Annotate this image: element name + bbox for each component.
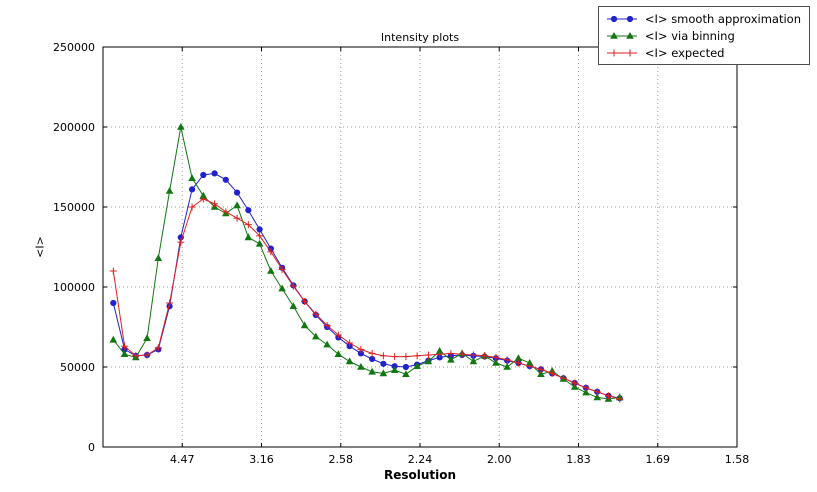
legend-label: <I> smooth approximation bbox=[644, 11, 801, 26]
x-tick-label: 1.58 bbox=[725, 453, 750, 466]
y-tick-label: 150000 bbox=[53, 201, 95, 214]
x-axis-label: Resolution bbox=[383, 468, 457, 482]
y-tick-label: 200000 bbox=[53, 121, 95, 134]
grid bbox=[103, 46, 738, 448]
x-tick-label: 1.83 bbox=[566, 453, 591, 466]
legend-item: <I> expected bbox=[605, 44, 801, 61]
legend-label: <I> via binning bbox=[644, 28, 735, 43]
x-tick-label: 3.16 bbox=[249, 453, 274, 466]
series-1 bbox=[109, 123, 624, 402]
y-tick-label: 0 bbox=[88, 441, 95, 454]
legend-label: <I> expected bbox=[644, 45, 725, 60]
legend-item: <I> smooth approximation bbox=[605, 10, 801, 27]
legend: <I> smooth approximation <I> via binning… bbox=[597, 6, 810, 65]
y-axis-label: <I> bbox=[33, 236, 47, 258]
y-tick-label: 50000 bbox=[60, 361, 95, 374]
y-tick-label: 250000 bbox=[53, 41, 95, 54]
legend-marker-expected bbox=[606, 49, 637, 56]
x-tick-label: 2.58 bbox=[329, 453, 354, 466]
legend-marker-smooth-approximation bbox=[606, 15, 637, 22]
x-tick-label: 1.69 bbox=[646, 453, 671, 466]
tick-marks bbox=[103, 46, 738, 448]
x-tick-label: 2.00 bbox=[487, 453, 512, 466]
x-tick-label: 4.47 bbox=[170, 453, 195, 466]
x-tick-label: 2.24 bbox=[408, 453, 433, 466]
legend-marker-via-binning bbox=[606, 31, 637, 39]
chart-title: Intensity plots bbox=[380, 31, 460, 44]
y-tick-label: 100000 bbox=[53, 281, 95, 294]
legend-item: <I> via binning bbox=[605, 27, 801, 44]
series-2 bbox=[109, 195, 624, 403]
